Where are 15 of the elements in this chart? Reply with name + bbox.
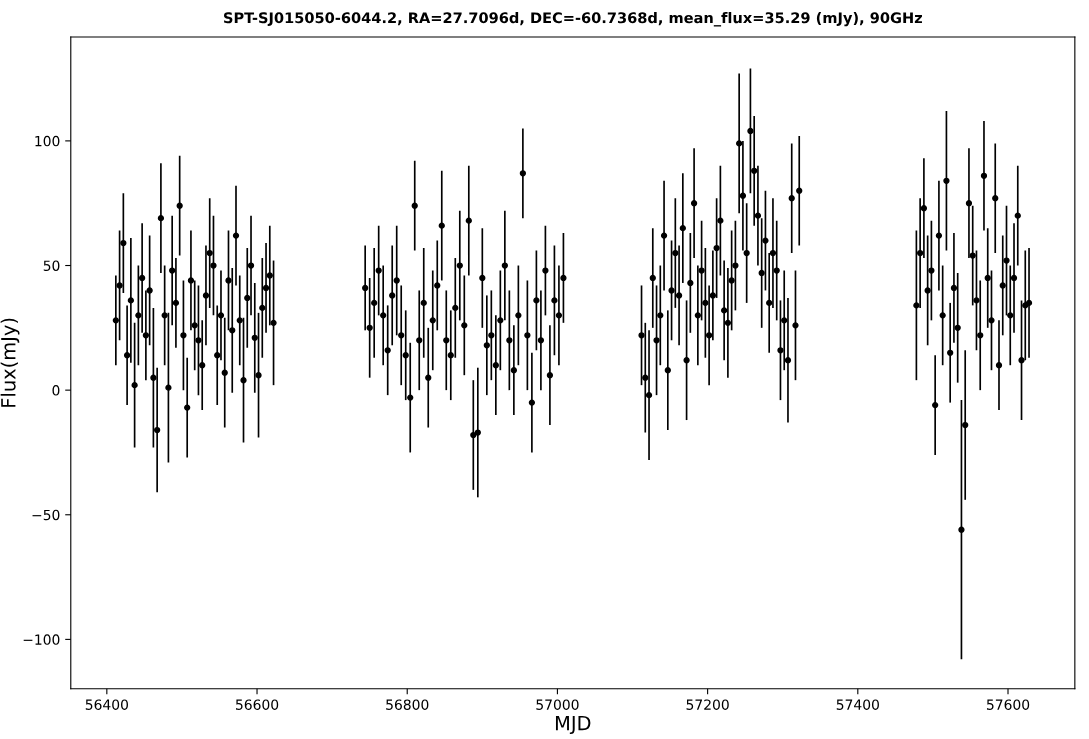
- x-axis-title: MJD: [555, 715, 591, 735]
- y-tick-label: −50: [32, 509, 60, 521]
- y-tick-label: 0: [52, 385, 60, 396]
- chart-title: SPT-SJ015050-6044.2, RA=27.7096d, DEC=-60.7368d, mean_flux=35.29 (mJy), 90GHz: [224, 11, 922, 27]
- y-axis-title: Flux(mJy): [0, 318, 20, 407]
- x-tick-label: 57400: [836, 699, 879, 710]
- y-tick-label: −100: [23, 634, 60, 645]
- x-tick-label: 56600: [236, 699, 279, 710]
- x-tick-label: 57000: [536, 699, 579, 710]
- y-tick-label: 100: [35, 135, 60, 147]
- x-tick-label: 57200: [686, 699, 729, 710]
- x-tick-label: 56400: [85, 699, 128, 710]
- y-tick-label: 50: [43, 260, 60, 271]
- x-tick-label: 57600: [986, 699, 1030, 710]
- x-tick-label: 56800: [386, 699, 429, 710]
